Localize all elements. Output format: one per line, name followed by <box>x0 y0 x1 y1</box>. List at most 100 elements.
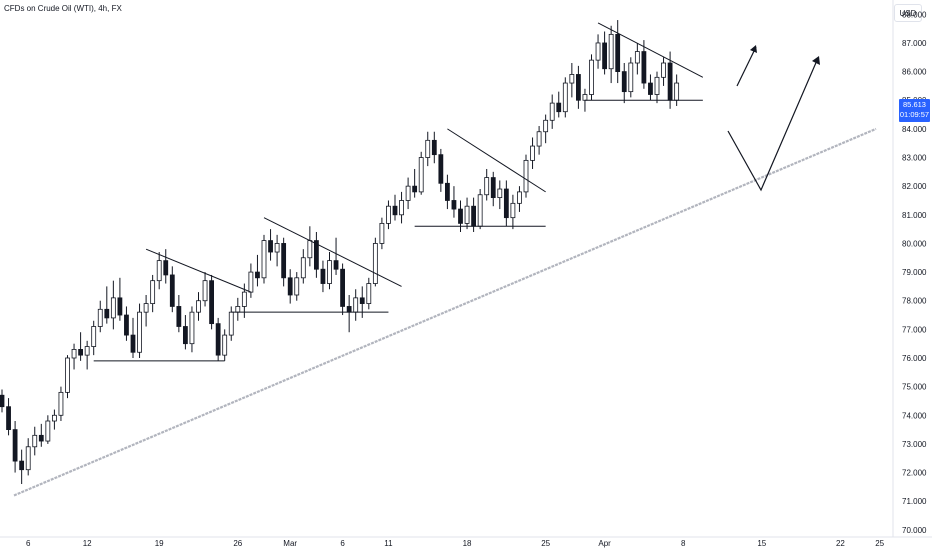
candle <box>634 42 640 75</box>
candle-body <box>431 139 437 156</box>
candle <box>510 194 516 230</box>
candle <box>458 200 463 232</box>
candle-body <box>359 297 365 304</box>
candle <box>451 186 457 218</box>
candle-body <box>261 240 267 279</box>
candle <box>281 237 287 287</box>
candle-body <box>104 308 110 319</box>
candle <box>576 65 581 109</box>
candle-body <box>228 311 234 336</box>
candle-body <box>124 314 129 336</box>
candle-body <box>536 131 542 147</box>
candle-body <box>313 240 319 270</box>
candle <box>32 426 38 456</box>
rising-trendline <box>13 127 877 497</box>
candle-body <box>65 357 70 393</box>
candle <box>530 137 535 169</box>
candle <box>169 266 175 313</box>
candle-body <box>150 280 156 304</box>
candle <box>58 386 64 422</box>
candle <box>484 168 490 201</box>
candle <box>340 263 346 316</box>
price-axis[interactable]: 88.00087.00086.00085.00084.00083.00082.0… <box>902 10 927 535</box>
candle <box>405 177 411 210</box>
arrowhead-icon <box>750 45 757 53</box>
candle <box>156 252 162 290</box>
candle <box>209 274 215 330</box>
candle <box>45 415 51 444</box>
candle <box>137 303 142 358</box>
candle-body <box>510 202 516 219</box>
candle <box>110 280 116 330</box>
candle-body <box>294 277 300 296</box>
candle <box>562 77 568 118</box>
candle <box>438 148 444 192</box>
candle <box>366 277 372 310</box>
candle-body <box>438 154 444 184</box>
candle <box>189 306 195 353</box>
candle-body <box>602 42 607 70</box>
time-tick-label: 8 <box>681 539 686 548</box>
candle-body <box>143 303 149 313</box>
candle-body <box>255 271 260 279</box>
candle <box>608 25 614 84</box>
price-tick-label: 79.000 <box>902 268 927 277</box>
price-tick-label: 74.000 <box>902 411 927 420</box>
candle <box>346 294 352 333</box>
candle <box>589 54 594 101</box>
candle <box>84 340 90 370</box>
candle-body <box>576 74 581 101</box>
candle-body <box>274 243 280 253</box>
candle <box>412 168 418 198</box>
candle-body <box>117 297 123 316</box>
price-tick-label: 70.000 <box>902 526 927 535</box>
candle-body <box>379 222 385 244</box>
candle-body <box>661 62 666 78</box>
symbol-title: CFDs on Crude Oil (WTI), 4h, FX <box>4 4 122 13</box>
candle-body <box>307 240 313 259</box>
candle-body <box>209 280 215 325</box>
candle <box>19 449 25 485</box>
candle-body <box>621 71 627 93</box>
candle-body <box>405 185 411 201</box>
candle-body <box>556 102 562 113</box>
candle <box>353 289 359 321</box>
candle-body <box>300 257 306 279</box>
candle-body <box>156 260 162 282</box>
candle <box>248 263 254 298</box>
candle-body <box>196 300 201 313</box>
time-tick-label: 18 <box>463 539 472 548</box>
candle <box>595 34 601 69</box>
price-tick-label: 76.000 <box>902 354 927 363</box>
candle-body <box>91 326 97 347</box>
candle <box>444 174 450 210</box>
candle-body <box>189 311 195 345</box>
time-axis[interactable]: 6 12 19 26 Mar 6 11 18 25 Apr 8 15 22 25 <box>26 539 885 548</box>
price-tick-label: 81.000 <box>902 211 927 220</box>
candle <box>615 20 621 84</box>
candle <box>143 294 149 327</box>
candle-body <box>0 394 5 408</box>
candle <box>569 63 575 98</box>
breakout-up-arrow <box>736 46 757 87</box>
candle <box>117 277 123 321</box>
price-tick-label: 71.000 <box>902 497 927 506</box>
bar-countdown: 01:09:57 <box>899 110 930 119</box>
candle <box>222 329 228 361</box>
price-tick-label: 72.000 <box>902 469 927 478</box>
candle-body <box>648 82 653 95</box>
candle-body <box>425 139 431 158</box>
time-tick-label: 6 <box>26 539 31 548</box>
currency-button[interactable]: USD <box>894 4 922 22</box>
candle <box>392 194 398 221</box>
candle-body <box>241 291 247 307</box>
candle <box>104 286 110 324</box>
candle-body <box>569 74 575 84</box>
candle-body <box>52 414 57 422</box>
candle-body <box>490 177 496 199</box>
candle <box>65 355 70 399</box>
resistance-line <box>145 248 252 293</box>
candle <box>556 91 562 118</box>
candle-body <box>458 208 463 224</box>
